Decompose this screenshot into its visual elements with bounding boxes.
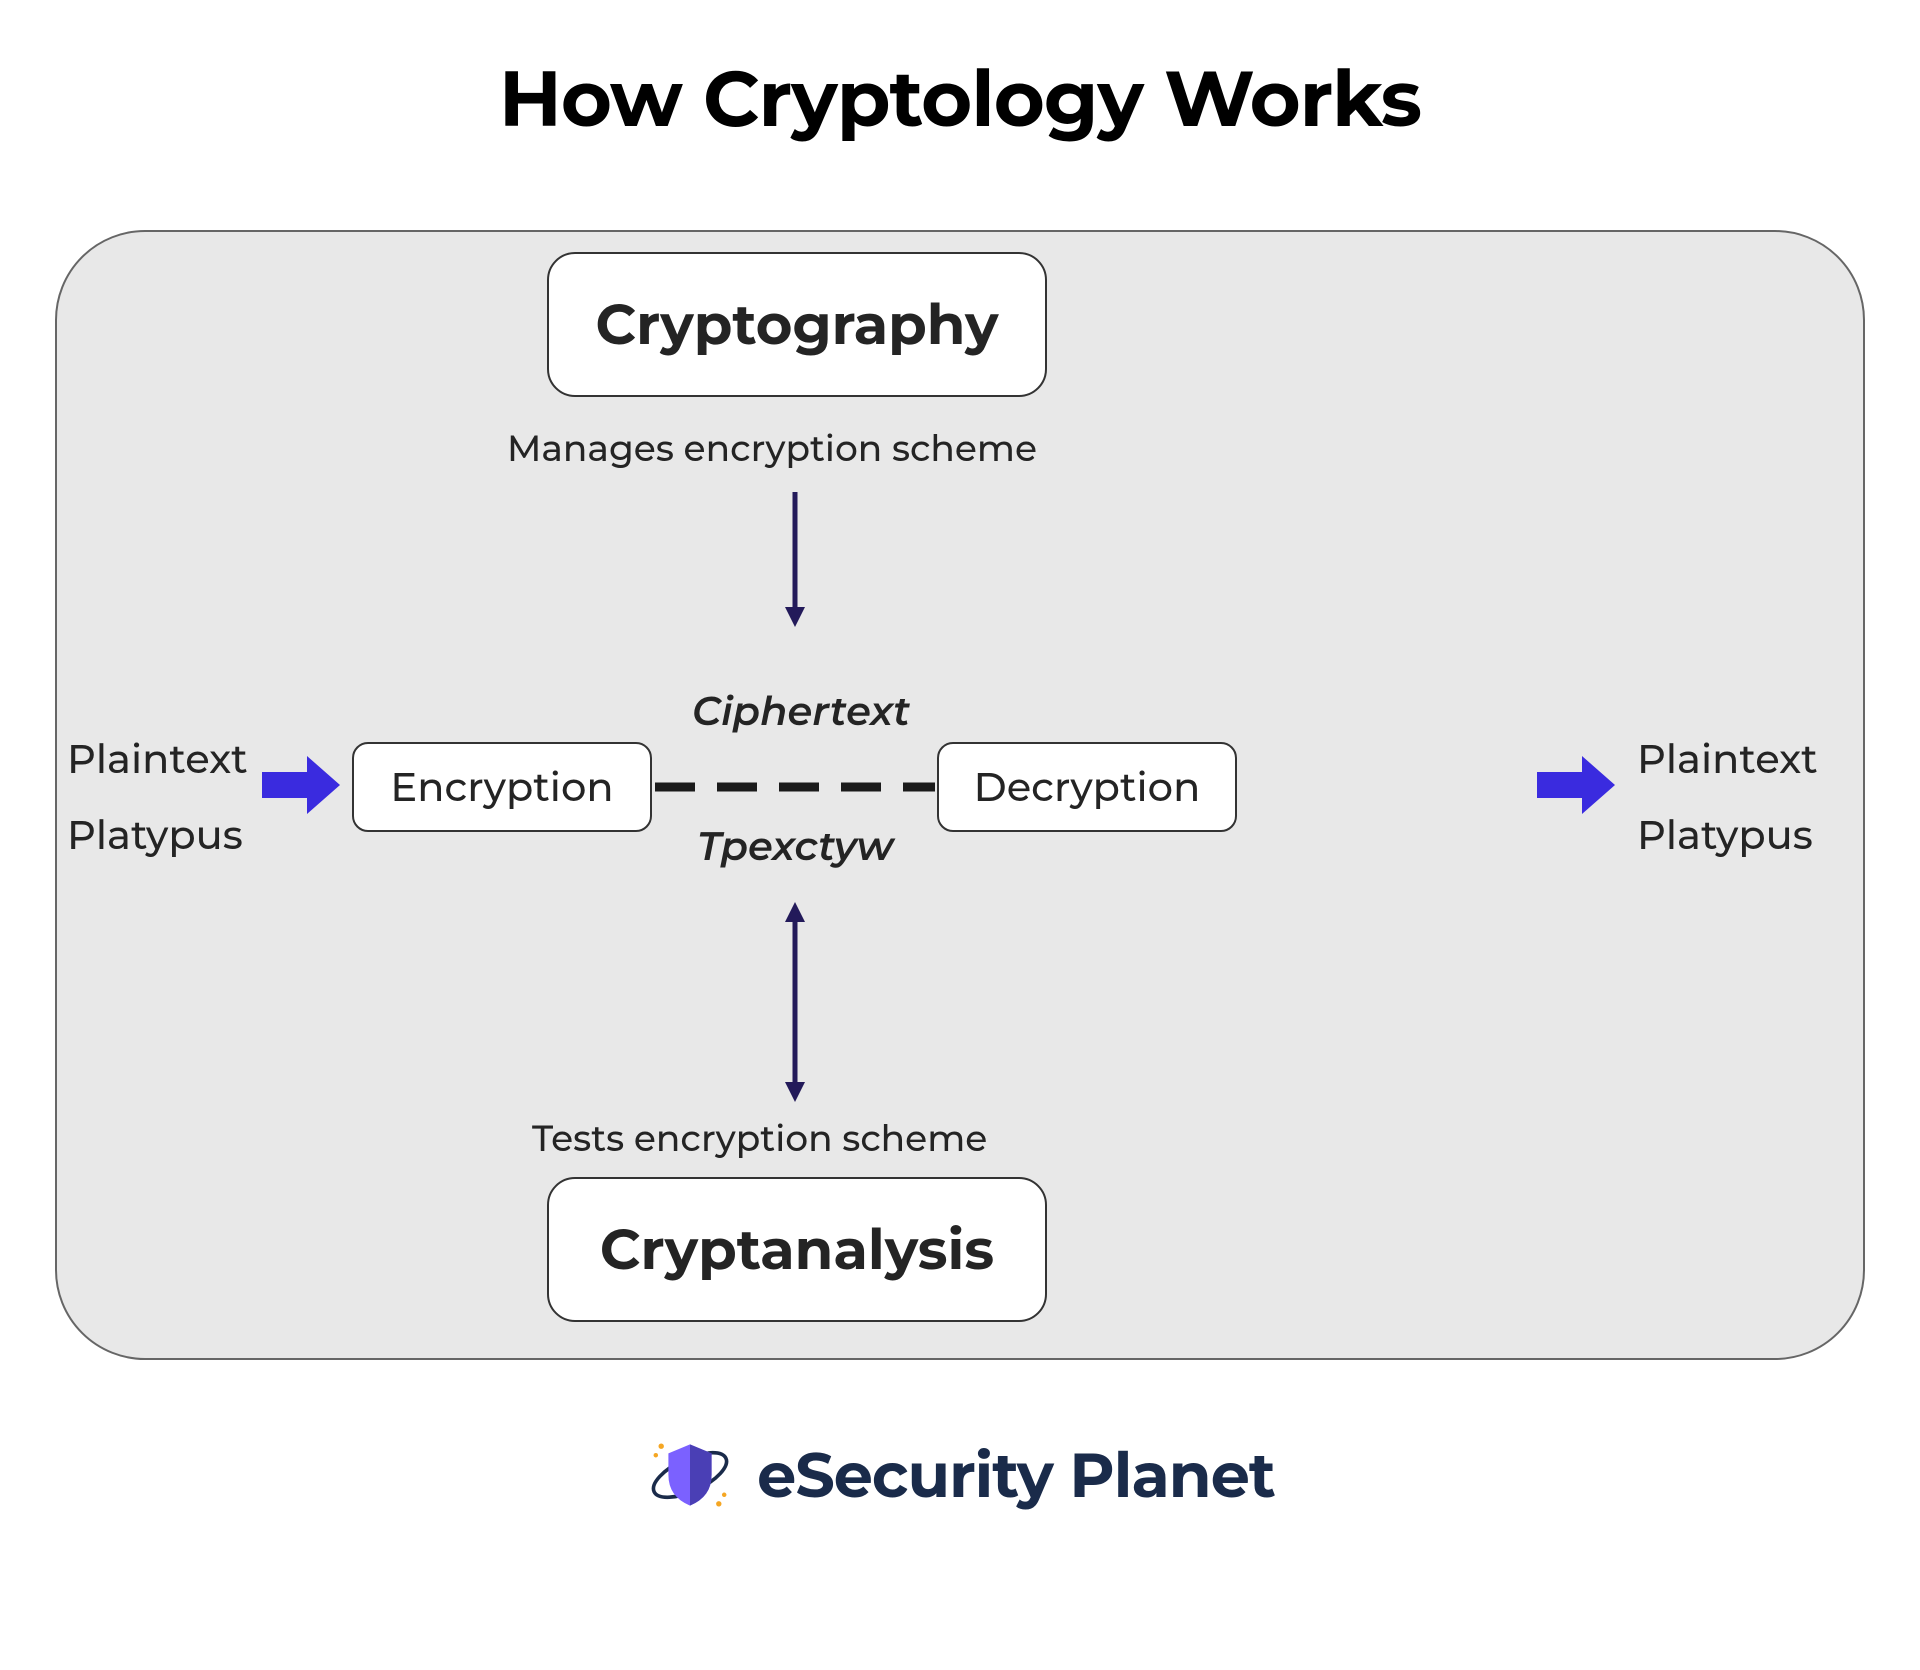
arrow-double-icon — [775, 902, 815, 1102]
ciphertext-label: Ciphertext — [692, 687, 910, 736]
left-line1: Plaintext — [67, 722, 248, 798]
cryptanalysis-label: Cryptanalysis — [600, 1216, 994, 1284]
decryption-label: Decryption — [974, 763, 1201, 812]
footer-text: eSecurity Planet — [757, 1437, 1275, 1513]
dash-line — [655, 780, 935, 794]
cryptography-label: Cryptography — [596, 291, 999, 359]
tpexctyw-label: Tpexctyw — [697, 822, 893, 871]
cryptography-box: Cryptography — [547, 252, 1047, 397]
page-title: How Cryptology Works — [0, 50, 1920, 146]
left-line2: Platypus — [67, 798, 248, 874]
encryption-label: Encryption — [390, 763, 613, 812]
manages-caption: Manages encryption scheme — [507, 427, 1037, 471]
shield-logo-icon — [645, 1430, 735, 1520]
tests-caption: Tests encryption scheme — [532, 1117, 987, 1161]
fat-arrow-right-icon — [1537, 754, 1617, 816]
right-plaintext-label: Plaintext Platypus — [1637, 722, 1818, 874]
fat-arrow-left-icon — [262, 754, 342, 816]
encryption-box: Encryption — [352, 742, 652, 832]
cryptanalysis-box: Cryptanalysis — [547, 1177, 1047, 1322]
diagram-canvas: Cryptography Manages encryption scheme P… — [55, 230, 1865, 1360]
left-plaintext-label: Plaintext Platypus — [67, 722, 248, 874]
right-line1: Plaintext — [1637, 722, 1818, 798]
footer-brand: eSecurity Planet — [0, 1430, 1920, 1520]
right-line2: Platypus — [1637, 798, 1818, 874]
arrow-down-icon — [775, 487, 815, 632]
decryption-box: Decryption — [937, 742, 1237, 832]
